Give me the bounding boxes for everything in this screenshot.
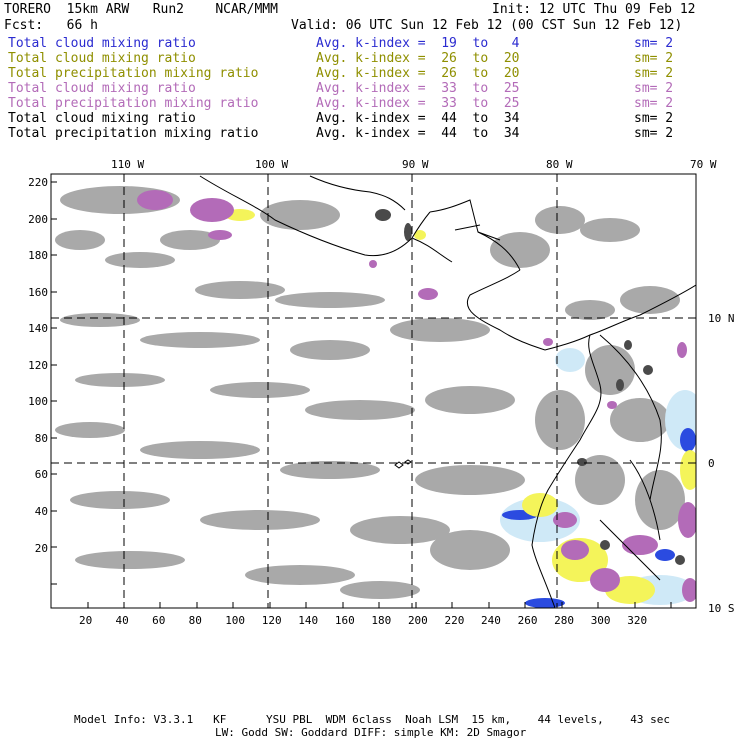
precip-field-purple xyxy=(137,190,696,602)
model-info: Model Info: V3.3.1 KF YSU PBL WDM 6class… xyxy=(74,713,671,726)
y-tick-label: 160 xyxy=(28,285,48,299)
legend-smoothing: sm= 2 xyxy=(634,126,674,141)
plot-frame xyxy=(50,173,697,609)
legend-smoothing: sm= 2 xyxy=(634,96,674,111)
legend-smoothing: sm= 2 xyxy=(634,111,674,126)
lon-label-110w: 110 W xyxy=(111,158,145,171)
lat-lon-grid xyxy=(51,174,696,608)
x-tick-label: 240 xyxy=(481,614,501,627)
x-tick-label: 20 xyxy=(79,614,93,627)
y-tick-label: 60 xyxy=(34,468,48,482)
lon-label-70w: 70 W xyxy=(690,158,717,171)
valid-time: Valid: 06 UTC Sun 12 Feb 12 (00 CST Sun … xyxy=(291,18,683,33)
x-tick-label: 300 xyxy=(590,614,611,627)
y-tick-label: 100 xyxy=(28,395,48,409)
lon-label-100w: 100 W xyxy=(255,158,289,171)
lon-label-80w: 80 W xyxy=(546,158,573,171)
legend-smoothing: sm= 2 xyxy=(634,36,674,51)
legend-field: Total cloud mixing ratio xyxy=(8,81,196,96)
legend-kindex: Avg. k-index = 44 to 34 xyxy=(316,111,520,126)
x-tick-label: 80 xyxy=(188,614,202,627)
x-tick-label: 280 xyxy=(554,614,575,627)
y-tick-label: 20 xyxy=(34,541,48,555)
lat-label-10s: 10 S xyxy=(708,602,735,615)
x-tick-label: 220 xyxy=(444,614,465,627)
x-tick-label: 320 xyxy=(627,614,648,627)
precip-field-dark xyxy=(375,209,685,565)
legend-smoothing: sm= 2 xyxy=(634,81,674,96)
y-tick-label: 80 xyxy=(34,431,48,445)
y-tick-label: 120 xyxy=(28,358,48,372)
legend-kindex: Avg. k-index = 44 to 34 xyxy=(316,126,520,141)
x-ticks xyxy=(87,602,672,608)
y-tick-label: 40 xyxy=(34,504,48,518)
y-tick-label: 180 xyxy=(28,249,48,263)
legend-field: Total precipitation mixing ratio xyxy=(8,96,259,111)
legend-kindex: Avg. k-index = 26 to 20 xyxy=(316,51,520,66)
lon-label-90w: 90 W xyxy=(402,158,429,171)
x-tick-label: 100 xyxy=(225,614,246,627)
legend-field: Total precipitation mixing ratio xyxy=(8,126,259,141)
legend-field: Total cloud mixing ratio xyxy=(8,36,196,51)
x-tick-label: 260 xyxy=(517,614,538,627)
forecast-hour: Fcst: 66 h xyxy=(4,18,98,33)
cloud-field-gray xyxy=(55,186,685,599)
x-tick-label: 120 xyxy=(261,614,282,627)
legend-kindex: Avg. k-index = 26 to 20 xyxy=(316,66,520,81)
y-tick-label: 140 xyxy=(28,322,48,336)
x-tick-label: 180 xyxy=(371,614,392,627)
init-time: Init: 12 UTC Thu 09 Feb 12 xyxy=(492,2,696,17)
legend-field: Total cloud mixing ratio xyxy=(8,51,196,66)
lat-label-0: 0 xyxy=(708,457,715,470)
legend-kindex: Avg. k-index = 19 to 4 xyxy=(316,36,520,51)
x-tick-label: 40 xyxy=(115,614,129,627)
legend-kindex: Avg. k-index = 33 to 25 xyxy=(316,96,520,111)
model-title: TORERO 15km ARW Run2 NCAR/MMM xyxy=(4,2,278,17)
legend-smoothing: sm= 2 xyxy=(634,51,674,66)
y-tick-label: 220 xyxy=(28,176,48,189)
legend-smoothing: sm= 2 xyxy=(634,66,674,81)
cloud-field-blue xyxy=(502,428,696,608)
x-tick-label: 60 xyxy=(152,614,166,627)
legend-field: Total cloud mixing ratio xyxy=(8,111,196,126)
x-tick-label: 160 xyxy=(334,614,355,627)
physics-info: LW: Godd SW: Goddard DIFF: simple KM: 2D… xyxy=(215,726,527,739)
x-tick-label: 200 xyxy=(407,614,428,627)
legend-kindex: Avg. k-index = 33 to 25 xyxy=(316,81,520,96)
legend-field: Total precipitation mixing ratio xyxy=(8,66,259,81)
y-ticks xyxy=(51,181,57,585)
x-tick-label: 140 xyxy=(298,614,319,627)
lat-label-10n: 10 N xyxy=(708,312,735,325)
y-tick-label: 200 xyxy=(28,212,48,226)
